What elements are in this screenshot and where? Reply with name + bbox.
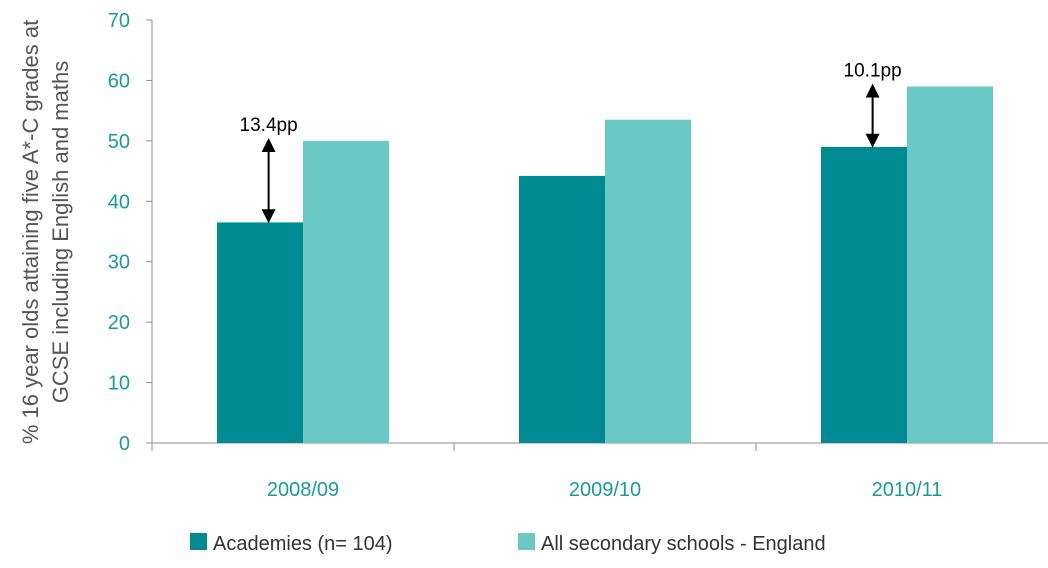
y-tick-label: 70 bbox=[108, 10, 130, 32]
legend-swatch bbox=[518, 533, 535, 550]
y-axis-title-line-1: % 16 year olds attaining five A*-C grade… bbox=[18, 20, 43, 444]
y-tick-label: 30 bbox=[108, 252, 130, 274]
y-axis-title: % 16 year olds attaining five A*-C grade… bbox=[18, 20, 73, 444]
difference-label: 13.4pp bbox=[240, 115, 298, 136]
bar-series-1 bbox=[821, 146, 907, 443]
x-category-label: 2009/10 bbox=[569, 479, 641, 501]
difference-label: 10.1pp bbox=[844, 60, 902, 81]
annotations: 13.4pp 10.1pp bbox=[240, 60, 902, 224]
bars bbox=[217, 86, 993, 444]
y-tick-label: 0 bbox=[119, 433, 130, 455]
y-tick-label: 40 bbox=[108, 191, 130, 213]
y-tick-label: 20 bbox=[108, 312, 130, 334]
legend-label: Academies (n= 104) bbox=[213, 533, 393, 555]
bar-series-2 bbox=[303, 140, 389, 443]
bar-series-1 bbox=[217, 222, 303, 443]
x-category-label: 2010/11 bbox=[872, 479, 943, 501]
bar-series-2 bbox=[605, 119, 691, 443]
legend-label: All secondary schools - England bbox=[541, 533, 826, 555]
y-axis-title-line-2: GCSE including English and maths bbox=[48, 61, 73, 403]
legend: Academies (n= 104) All secondary schools … bbox=[190, 533, 826, 555]
axes: 0 10 20 30 40 50 60 70 2008/09 2009/10 2010/11 bbox=[108, 10, 1048, 501]
y-tick-label: 50 bbox=[108, 131, 130, 153]
x-category-label: 2008/09 bbox=[267, 479, 339, 501]
y-tick-label: 60 bbox=[108, 70, 130, 92]
legend-swatch bbox=[190, 533, 207, 550]
y-tick-label: 10 bbox=[108, 373, 130, 395]
bar-series-2 bbox=[907, 86, 993, 443]
bar-series-1 bbox=[519, 175, 605, 444]
